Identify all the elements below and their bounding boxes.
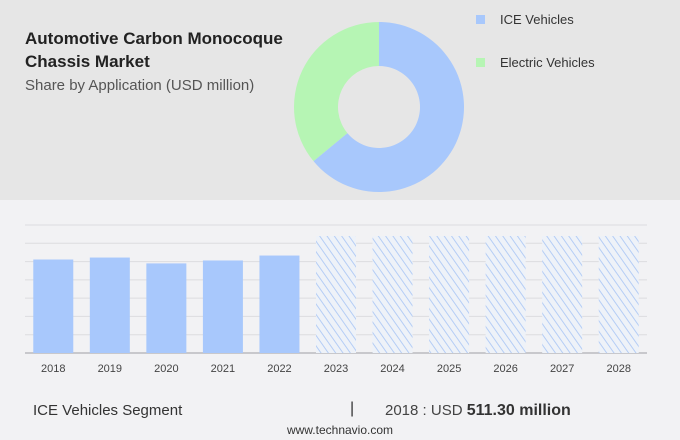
value-amount: 511.30 million [466,402,571,419]
segment-label: ICE Vehicles Segment [33,402,183,419]
forecast-bar-2025 [429,236,470,353]
x-tick-2020: 2020 [154,363,178,375]
x-tick-2022: 2022 [267,363,291,375]
chart-title: Automotive Carbon Monocoque Chassis Mark… [25,29,283,71]
legend-swatch-ice [476,15,485,24]
source-url: www.technavio.com [286,423,394,437]
x-tick-2023: 2023 [324,363,348,375]
x-tick-2025: 2025 [437,363,461,375]
chart-subtitle: Share by Application (USD million) [25,77,255,94]
forecast-bar-2026 [485,236,526,353]
x-tick-2024: 2024 [380,363,404,375]
forecast-bar-2028 [598,236,639,353]
forecast-bar-2024 [372,236,413,353]
x-tick-2018: 2018 [41,363,65,375]
forecast-bar-2023 [316,236,356,353]
donut-slice-1 [294,22,379,162]
donut-slice-0 [313,22,464,193]
segment-value: 2018 : USD 511.30 million [385,402,571,420]
legend-swatch-ev [476,58,485,67]
x-tick-2026: 2026 [493,363,517,375]
bar-2021 [202,260,243,353]
legend-ev: Electric Vehicles [500,55,595,70]
bar-2019 [89,257,130,353]
legend-ice: ICE Vehicles [500,12,574,27]
x-tick-2028: 2028 [606,363,630,375]
x-tick-2019: 2019 [98,363,122,375]
x-tick-2027: 2027 [550,363,574,375]
bar-2020 [146,263,187,353]
bar-2018 [33,259,74,353]
x-tick-2021: 2021 [211,363,235,375]
forecast-bar-2027 [542,236,583,353]
year-label: 2018 : USD [385,402,463,419]
bar-2022 [259,255,300,353]
separator: | [350,400,355,417]
